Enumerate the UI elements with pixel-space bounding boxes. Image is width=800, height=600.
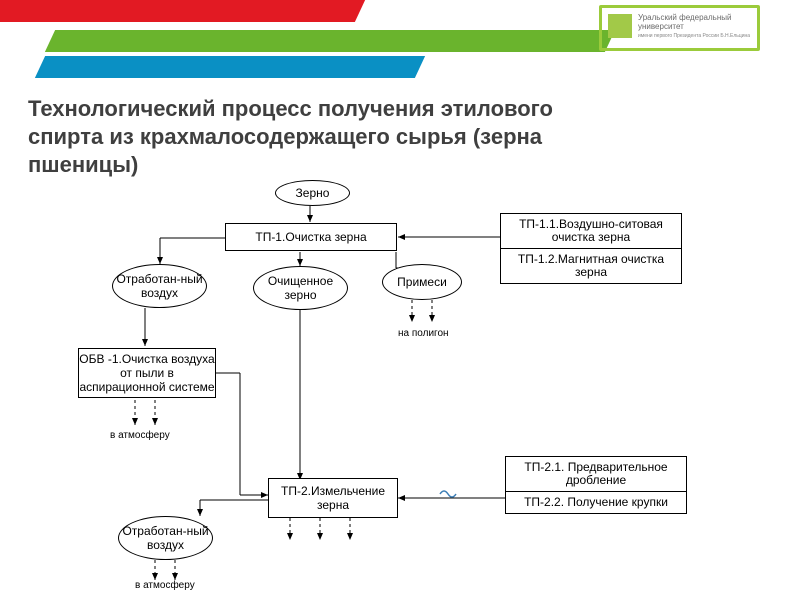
header-bar-green — [45, 30, 615, 52]
node-tp1-sub: ТП-1.1.Воздушно-ситовая очистка зерна ТП… — [500, 213, 682, 284]
node-tp2-sub: ТП-2.1. Предварительное дробление ТП-2.2… — [505, 456, 687, 514]
node-otrab1: Отработан-ный воздух — [112, 264, 207, 308]
label-v-atm-1: в атмосферу — [110, 430, 170, 441]
node-ochish: Очищенное зерно — [253, 266, 348, 310]
row-1: ТП-1.1.Воздушно-ситовая очистка зерна — [501, 214, 681, 249]
label: ОБВ -1.Очистка воздуха от пыли в аспирац… — [79, 352, 215, 394]
label: ТП-1.Очистка зерна — [255, 230, 366, 244]
node-otrab2: Отработан-ный воздух — [118, 516, 213, 560]
logo-subtitle: имени первого Президента России Б.Н.Ельц… — [638, 33, 750, 39]
node-tp1: ТП-1.Очистка зерна — [225, 223, 397, 251]
label: Зерно — [296, 186, 330, 200]
node-primesi: Примеси — [382, 264, 462, 300]
label-v-atm-2: в атмосферу — [135, 580, 195, 591]
logo-square-icon — [608, 14, 632, 38]
label: Отработан-ный воздух — [119, 524, 212, 552]
label-na-poligon: на полигон — [398, 328, 449, 339]
label: Отработан-ный воздух — [113, 272, 206, 300]
logo-title: Уральский федеральный университет — [638, 13, 757, 31]
node-obv: ОБВ -1.Очистка воздуха от пыли в аспирац… — [78, 348, 216, 398]
row-1: ТП-2.1. Предварительное дробление — [506, 457, 686, 492]
page-title: Технологический процесс получения этилов… — [28, 95, 588, 179]
header-bar-blue — [35, 56, 425, 78]
logo: Уральский федеральный университет имени … — [599, 5, 760, 51]
label: Примеси — [397, 275, 447, 289]
label: ТП-2.Измельчение зерна — [269, 484, 397, 512]
header-bar-red — [0, 0, 365, 22]
label: Очищенное зерно — [254, 274, 347, 302]
row-2: ТП-2.2. Получение крупки — [506, 492, 686, 513]
node-zerno: Зерно — [275, 180, 350, 206]
node-tp2: ТП-2.Измельчение зерна — [268, 478, 398, 518]
row-2: ТП-1.2.Магнитная очистка зерна — [501, 249, 681, 283]
